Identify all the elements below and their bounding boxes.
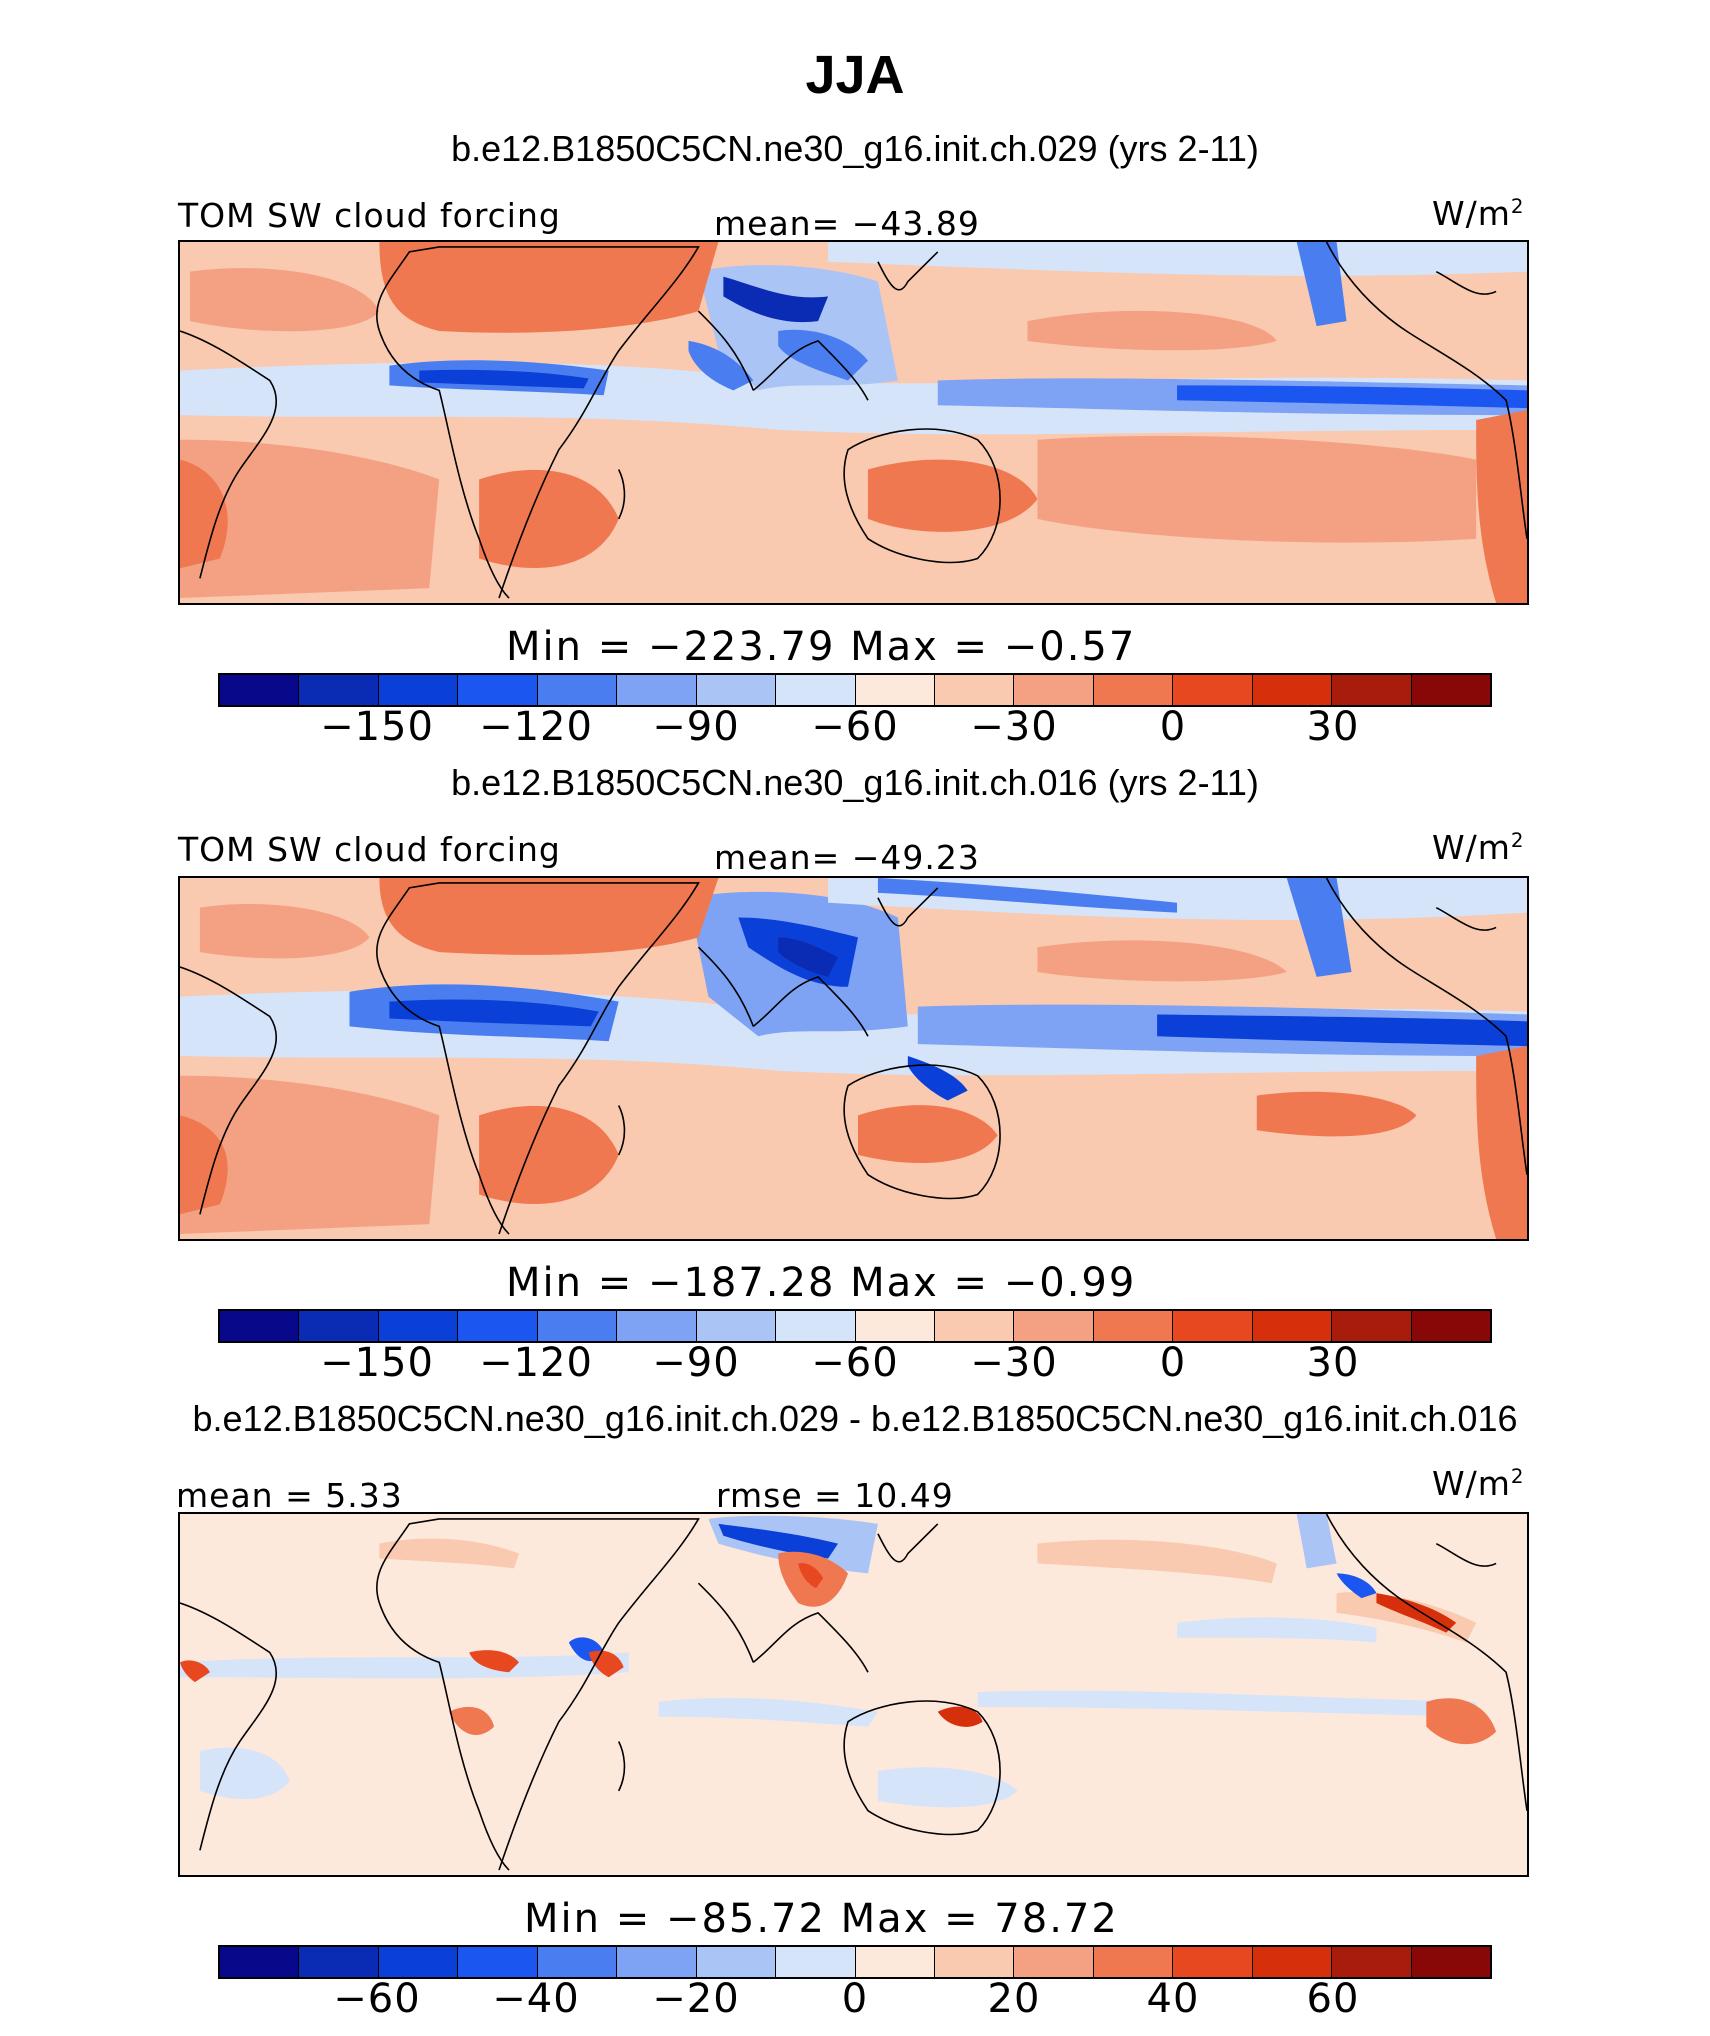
panel-2-tick: 30 xyxy=(1306,1340,1360,1386)
panel-3-map xyxy=(178,1512,1529,1877)
colorbar-swatch xyxy=(1173,675,1253,705)
colorbar-swatch xyxy=(378,675,459,705)
colorbar-swatch xyxy=(1014,1311,1094,1341)
panel-3-tick: 40 xyxy=(1146,1976,1200,2022)
colorbar-swatch xyxy=(1411,1311,1490,1341)
colorbar-swatch xyxy=(696,1311,777,1341)
colorbar-swatch xyxy=(220,675,300,705)
colorbar-swatch xyxy=(855,1947,935,1977)
panel-3-minmax: Min = −85.72 Max = 78.72 xyxy=(524,1896,1119,1942)
colorbar-swatch xyxy=(458,675,538,705)
colorbar-swatch xyxy=(537,675,618,705)
panel-1-tick: −90 xyxy=(652,704,740,750)
panel-3-tick: 60 xyxy=(1306,1976,1360,2022)
colorbar-swatch xyxy=(1014,675,1094,705)
colorbar-swatch xyxy=(299,675,379,705)
panel-1-tick: 30 xyxy=(1306,704,1360,750)
coastlines xyxy=(180,242,1527,599)
panel-1-subtitle: b.e12.B1850C5CN.ne30_g16.init.ch.029 (yr… xyxy=(451,128,1259,169)
panel-3-tick: −40 xyxy=(492,1976,580,2022)
colorbar-swatch xyxy=(1093,1311,1174,1341)
panel-1-mean-label: mean= −43.89 xyxy=(714,204,980,243)
colorbar-swatch xyxy=(934,1947,1015,1977)
figure-title: JJA xyxy=(805,45,905,105)
panel-2-minmax: Min = −187.28 Max = −0.99 xyxy=(506,1260,1137,1306)
panel-2-tick: −90 xyxy=(652,1340,740,1386)
panel-1-minmax: Min = −223.79 Max = −0.57 xyxy=(506,624,1137,670)
panel-3-subtitle: b.e12.B1850C5CN.ne30_g16.init.ch.029 - b… xyxy=(192,1398,1518,1439)
colorbar-swatch xyxy=(299,1311,379,1341)
colorbar-swatch xyxy=(1173,1947,1253,1977)
colorbar-swatch xyxy=(537,1311,618,1341)
colorbar-swatch xyxy=(696,675,777,705)
colorbar-swatch xyxy=(776,1947,856,1977)
colorbar-swatch xyxy=(617,1311,697,1341)
colorbar-swatch xyxy=(1252,675,1333,705)
colorbar-swatch xyxy=(1411,1947,1490,1977)
panel-3-tick: −20 xyxy=(652,1976,740,2022)
colorbar-swatch xyxy=(1014,1947,1094,1977)
panel-3-tick: −60 xyxy=(333,1976,421,2022)
colorbar-swatch xyxy=(934,1311,1015,1341)
colorbar-swatch xyxy=(1332,675,1412,705)
colorbar-swatch xyxy=(855,675,935,705)
panel-2-colorbar xyxy=(218,1309,1492,1343)
panel-2-variable-label: TOM SW cloud forcing xyxy=(178,830,561,869)
coastlines xyxy=(180,878,1527,1235)
panel-2-mean-label: mean= −49.23 xyxy=(714,838,980,877)
colorbar-swatch xyxy=(1252,1311,1333,1341)
coastlines xyxy=(180,1514,1527,1871)
colorbar-swatch xyxy=(1173,1311,1253,1341)
panel-3-units-label: W/m2 xyxy=(1432,1464,1525,1503)
panel-2-tick: 0 xyxy=(1159,1340,1187,1386)
panel-2-tick: −120 xyxy=(479,1340,593,1386)
colorbar-swatch xyxy=(378,1947,459,1977)
colorbar-swatch xyxy=(1332,1947,1412,1977)
panel-3-tick: 0 xyxy=(841,1976,869,2022)
colorbar-swatch xyxy=(696,1947,777,1977)
panel-1-tick: −30 xyxy=(970,704,1058,750)
colorbar-swatch xyxy=(1252,1947,1333,1977)
colorbar-swatch xyxy=(934,675,1015,705)
panel-1-tick: −150 xyxy=(320,704,434,750)
colorbar-swatch xyxy=(299,1947,379,1977)
panel-3-tick: 20 xyxy=(987,1976,1041,2022)
field-background xyxy=(180,1514,1527,1875)
panel-2-tick: −60 xyxy=(811,1340,899,1386)
colorbar-swatch xyxy=(220,1947,300,1977)
panel-3-rmse-label: rmse = 10.49 xyxy=(716,1476,954,1515)
colorbar-swatch xyxy=(1332,1311,1412,1341)
colorbar-swatch xyxy=(776,675,856,705)
colorbar-swatch xyxy=(1093,675,1174,705)
colorbar-swatch xyxy=(220,1311,300,1341)
panel-1-map xyxy=(178,240,1529,605)
panel-3-mean-label: mean = 5.33 xyxy=(176,1476,403,1515)
colorbar-swatch xyxy=(537,1947,618,1977)
colorbar-swatch xyxy=(458,1311,538,1341)
panel-1-tick: 0 xyxy=(1159,704,1187,750)
panel-1-tick: −120 xyxy=(479,704,593,750)
colorbar-swatch xyxy=(458,1947,538,1977)
colorbar-swatch xyxy=(617,1947,697,1977)
panel-1-colorbar xyxy=(218,673,1492,707)
colorbar-swatch xyxy=(855,1311,935,1341)
colorbar-swatch xyxy=(1093,1947,1174,1977)
panel-1-tick: −60 xyxy=(811,704,899,750)
panel-2-tick: −150 xyxy=(320,1340,434,1386)
panel-1-variable-label: TOM SW cloud forcing xyxy=(178,196,561,235)
panel-1-units-label: W/m2 xyxy=(1432,194,1525,233)
colorbar-swatch xyxy=(776,1311,856,1341)
panel-2-map xyxy=(178,876,1529,1241)
panel-2-tick: −30 xyxy=(970,1340,1058,1386)
colorbar-swatch xyxy=(617,675,697,705)
panel-2-units-label: W/m2 xyxy=(1432,828,1525,867)
colorbar-swatch xyxy=(378,1311,459,1341)
colorbar-swatch xyxy=(1411,675,1490,705)
panel-2-subtitle: b.e12.B1850C5CN.ne30_g16.init.ch.016 (yr… xyxy=(451,762,1259,803)
panel-3-colorbar xyxy=(218,1945,1492,1979)
